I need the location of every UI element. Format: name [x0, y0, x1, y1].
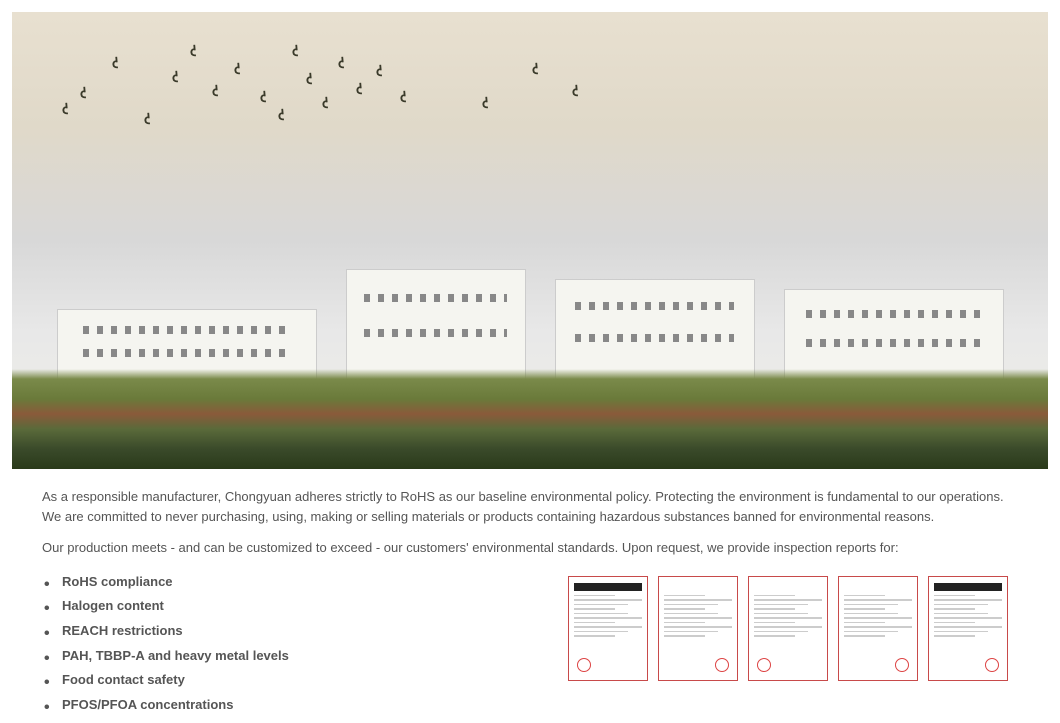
- cert-text-line: [754, 635, 795, 637]
- intro-paragraph-1: As a responsible manufacturer, Chongyuan…: [42, 487, 1018, 526]
- bullet-item: PFOS/PFOA concentrations: [62, 693, 528, 718]
- cert-text-line: [844, 604, 898, 606]
- cert-text-line: [574, 635, 615, 637]
- cert-text-line: [844, 617, 912, 619]
- cert-text-line: [574, 626, 642, 628]
- cert-text-line: [844, 613, 898, 615]
- cert-text-line: [934, 595, 975, 597]
- cert-text-line: [754, 613, 808, 615]
- cert-text-line: [664, 599, 732, 601]
- cert-text-line: [574, 595, 615, 597]
- bullet-item: PAH, TBBP-A and heavy metal levels: [62, 644, 528, 669]
- cert-text-line: [934, 622, 975, 624]
- certificates-row: [568, 570, 1018, 681]
- cert-text-line: [844, 608, 885, 610]
- cert-text-line: [754, 604, 808, 606]
- bullet-item: REACH restrictions: [62, 619, 528, 644]
- cert-text-line: [664, 604, 718, 606]
- cert-text-line: [934, 608, 975, 610]
- stamp-icon: [577, 658, 591, 672]
- intro-line-1: As a responsible manufacturer, Chongyuan…: [42, 489, 1004, 504]
- foliage-foreground: [12, 369, 1048, 469]
- certificate-thumbnail: [568, 576, 648, 681]
- cert-text-line: [574, 622, 615, 624]
- cert-text-line: [574, 631, 628, 633]
- cert-text-line: [844, 599, 912, 601]
- cert-text-line: [934, 631, 988, 633]
- cert-text-line: [574, 613, 628, 615]
- cert-text-line: [754, 595, 795, 597]
- cert-text-line: [754, 599, 822, 601]
- cert-text-line: [844, 626, 912, 628]
- stamp-icon: [985, 658, 999, 672]
- cert-text-line: [754, 617, 822, 619]
- certificate-thumbnail: [658, 576, 738, 681]
- cert-text-line: [934, 604, 988, 606]
- cert-text-line: [844, 631, 898, 633]
- cert-text-line: [664, 635, 705, 637]
- certificate-thumbnail: [838, 576, 918, 681]
- stamp-icon: [895, 658, 909, 672]
- intro-line-2: We are committed to never purchasing, us…: [42, 509, 934, 524]
- bullet-item: Food contact safety: [62, 668, 528, 693]
- cert-text-line: [574, 604, 628, 606]
- cert-header: [754, 583, 822, 591]
- stamp-icon: [757, 658, 771, 672]
- text-section: As a responsible manufacturer, Chongyuan…: [12, 469, 1048, 718]
- cert-text-line: [844, 622, 885, 624]
- cert-text-line: [934, 599, 1002, 601]
- cert-header: [574, 583, 642, 591]
- cert-text-line: [664, 608, 705, 610]
- buildings-row: [12, 249, 1048, 389]
- bullet-column: RoHS complianceHalogen contentREACH rest…: [42, 570, 528, 718]
- cert-text-line: [934, 617, 1002, 619]
- cert-text-line: [844, 595, 885, 597]
- cert-text-line: [574, 617, 642, 619]
- cert-text-line: [574, 599, 642, 601]
- bullet-item: Halogen content: [62, 594, 528, 619]
- cert-text-line: [664, 622, 705, 624]
- cert-text-line: [664, 617, 732, 619]
- page-container: 𐑒𐑒𐑒𐑒𐑒𐑒𐑒𐑒𐑒𐑒𐑒𐑒𐑒𐑒𐑒𐑒𐑒𐑒𐑒𐑒 As a responsible ma…: [0, 0, 1060, 719]
- hero-image: 𐑒𐑒𐑒𐑒𐑒𐑒𐑒𐑒𐑒𐑒𐑒𐑒𐑒𐑒𐑒𐑒𐑒𐑒𐑒𐑒: [12, 12, 1048, 469]
- cert-text-line: [664, 631, 718, 633]
- bullet-item: RoHS compliance: [62, 570, 528, 595]
- certificate-thumbnail: [748, 576, 828, 681]
- cert-text-line: [754, 626, 822, 628]
- cert-text-line: [664, 613, 718, 615]
- lower-row: RoHS complianceHalogen contentREACH rest…: [42, 570, 1018, 718]
- stamp-icon: [715, 658, 729, 672]
- cert-text-line: [754, 622, 795, 624]
- bullet-list: RoHS complianceHalogen contentREACH rest…: [42, 570, 528, 718]
- intro-paragraph-2: Our production meets - and can be custom…: [42, 538, 1018, 558]
- cert-text-line: [934, 613, 988, 615]
- cert-header: [664, 583, 732, 591]
- cert-text-line: [574, 608, 615, 610]
- cert-text-line: [934, 635, 975, 637]
- certificate-thumbnail: [928, 576, 1008, 681]
- cert-header: [934, 583, 1002, 591]
- cert-text-line: [844, 635, 885, 637]
- cert-text-line: [664, 626, 732, 628]
- cert-text-line: [664, 595, 705, 597]
- cert-text-line: [754, 608, 795, 610]
- cert-text-line: [934, 626, 1002, 628]
- cert-text-line: [754, 631, 808, 633]
- cert-header: [844, 583, 912, 591]
